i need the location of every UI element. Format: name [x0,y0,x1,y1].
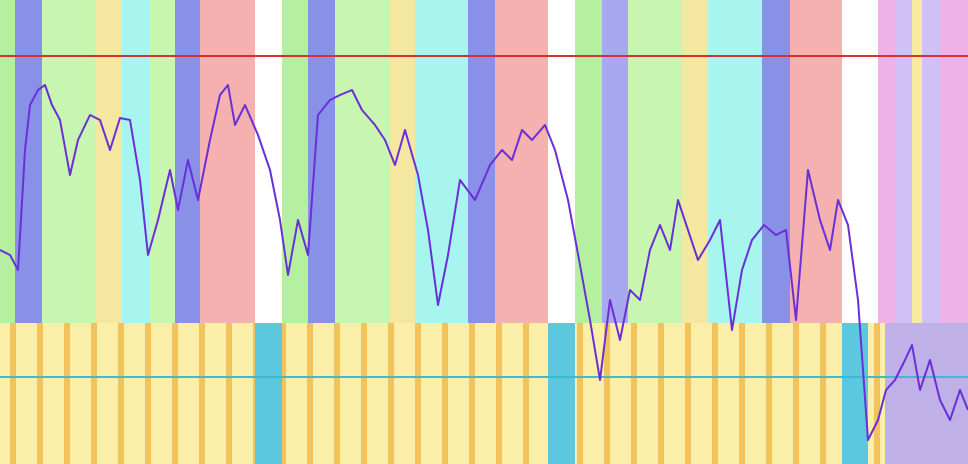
data-line [0,84,968,441]
bottom-bands [0,323,968,464]
top-bands [0,0,968,323]
